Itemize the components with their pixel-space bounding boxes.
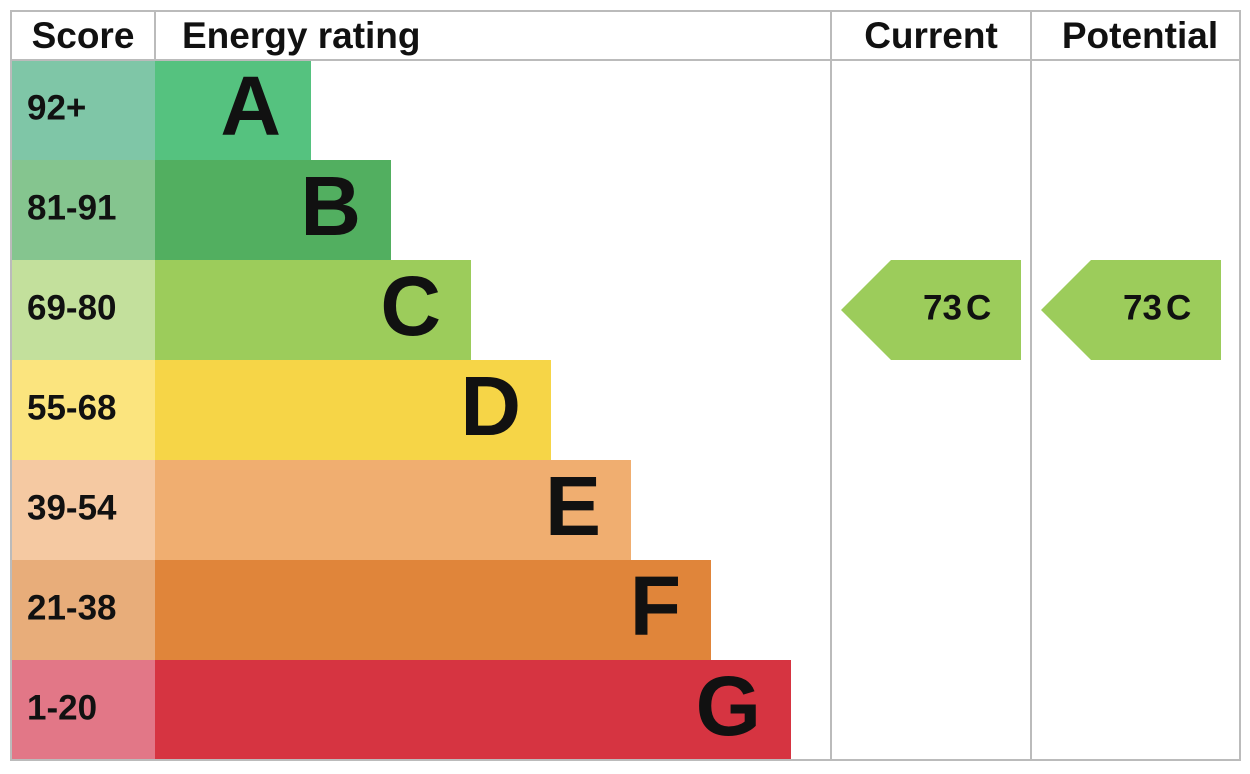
potential-letter: C <box>1166 288 1191 327</box>
score-range: 39-54 <box>27 488 117 527</box>
rating-letter: E <box>545 459 601 553</box>
rating-letter: D <box>460 359 521 453</box>
score-range: 69-80 <box>27 288 117 327</box>
rating-letter: C <box>380 259 441 353</box>
score-cell <box>11 60 155 160</box>
header-rating: Energy rating <box>182 15 421 56</box>
score-cell <box>11 160 155 260</box>
rating-letter: B <box>300 159 361 253</box>
score-range: 21-38 <box>27 588 117 627</box>
score-range: 81-91 <box>27 188 117 227</box>
score-cell <box>11 560 155 660</box>
rating-bar <box>155 260 471 360</box>
header-current: Current <box>864 15 998 56</box>
rating-bar <box>155 460 631 560</box>
rating-bar <box>155 60 311 160</box>
current-letter: C <box>966 288 991 327</box>
current-value: 73 <box>923 288 962 327</box>
score-cell <box>11 660 155 760</box>
rating-letter: A <box>220 59 281 153</box>
rating-bar <box>155 360 551 460</box>
rating-bar <box>155 660 791 760</box>
score-cell <box>11 360 155 460</box>
rating-bar <box>155 560 711 660</box>
score-cell <box>11 260 155 360</box>
score-cell <box>11 460 155 560</box>
bands: 92+ A 81-91 B 69-80 C 55-68 D 39-54 E 21-38 F 1-20 G <box>11 59 791 760</box>
rating-letter: F <box>630 559 681 653</box>
header-potential: Potential <box>1062 15 1218 56</box>
table-border <box>10 10 1241 761</box>
rating-bar <box>155 160 391 260</box>
score-range: 92+ <box>27 88 86 127</box>
current-arrow <box>841 260 1021 360</box>
grid <box>10 10 1241 761</box>
rating-letter: G <box>696 659 761 753</box>
header-score: Score <box>32 15 135 56</box>
score-range: 55-68 <box>27 388 117 427</box>
potential-value: 73 <box>1123 288 1162 327</box>
score-range: 1-20 <box>27 688 97 727</box>
potential-arrow <box>1041 260 1221 360</box>
